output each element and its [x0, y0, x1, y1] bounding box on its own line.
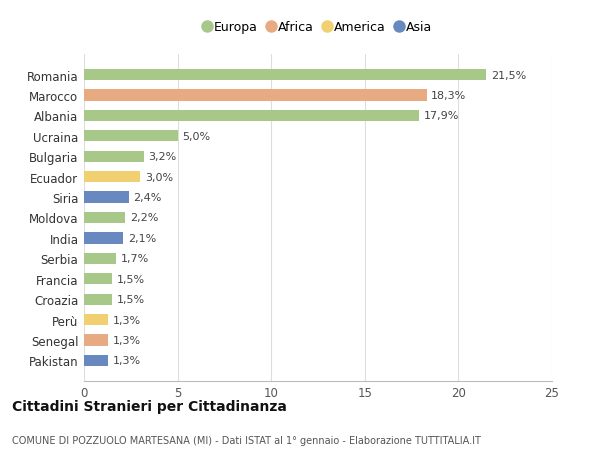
Bar	[84, 131, 178, 142]
Text: COMUNE DI POZZUOLO MARTESANA (MI) - Dati ISTAT al 1° gennaio - Elaborazione TUTT: COMUNE DI POZZUOLO MARTESANA (MI) - Dati…	[12, 435, 481, 445]
Bar	[84, 253, 116, 264]
Bar	[84, 70, 487, 81]
Text: 1,3%: 1,3%	[113, 315, 141, 325]
Text: 2,1%: 2,1%	[128, 233, 156, 243]
Text: 3,0%: 3,0%	[145, 172, 173, 182]
Legend: Europa, Africa, America, Asia: Europa, Africa, America, Asia	[202, 19, 434, 37]
Text: 2,4%: 2,4%	[134, 193, 162, 203]
Bar	[84, 335, 109, 346]
Text: 5,0%: 5,0%	[182, 132, 211, 141]
Bar	[84, 314, 109, 325]
Bar	[84, 274, 112, 285]
Bar	[84, 111, 419, 122]
Text: 1,3%: 1,3%	[113, 335, 141, 345]
Bar	[84, 355, 109, 366]
Bar	[84, 294, 112, 305]
Text: 1,3%: 1,3%	[113, 356, 141, 365]
Text: 2,2%: 2,2%	[130, 213, 158, 223]
Text: 3,2%: 3,2%	[149, 152, 177, 162]
Bar	[84, 172, 140, 183]
Text: 21,5%: 21,5%	[491, 71, 526, 80]
Text: 1,7%: 1,7%	[121, 254, 149, 264]
Bar	[84, 151, 144, 162]
Text: 17,9%: 17,9%	[424, 111, 459, 121]
Bar	[84, 213, 125, 224]
Bar	[84, 233, 124, 244]
Text: Cittadini Stranieri per Cittadinanza: Cittadini Stranieri per Cittadinanza	[12, 399, 287, 413]
Text: 1,5%: 1,5%	[117, 295, 145, 304]
Bar	[84, 192, 129, 203]
Bar	[84, 90, 427, 101]
Text: 1,5%: 1,5%	[117, 274, 145, 284]
Text: 18,3%: 18,3%	[431, 91, 467, 101]
